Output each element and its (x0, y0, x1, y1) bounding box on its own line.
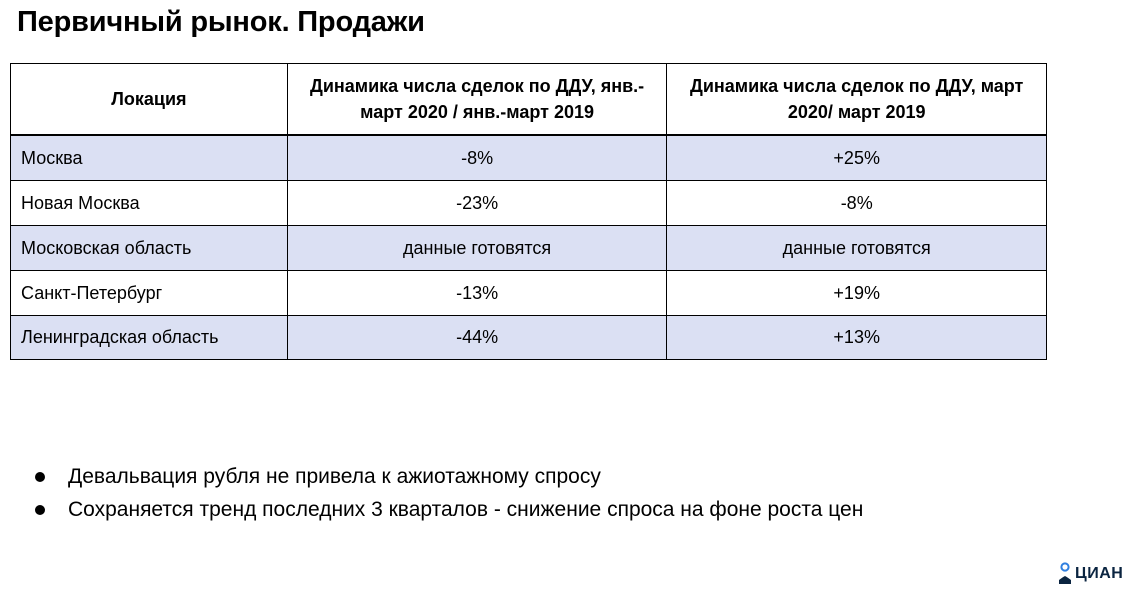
cell-location: Санкт-Петербург (10, 270, 288, 316)
bullet-text: Сохраняется тренд последних 3 кварталов … (68, 498, 864, 521)
cell-location: Ленинградская область (10, 315, 288, 360)
bullet-text: Девальвация рубля не привела к ажиотажно… (68, 465, 601, 488)
bullet-dot-icon (35, 472, 45, 482)
table-row: Москва -8% +25% (10, 134, 1047, 181)
table-row: Новая Москва -23% -8% (10, 180, 1047, 226)
cell-location: Новая Москва (10, 180, 288, 226)
table-row: Московская область данные готовятся данн… (10, 225, 1047, 271)
table-row: Ленинградская область -44% +13% (10, 315, 1047, 360)
cell-march-dynamics: -8% (666, 180, 1047, 226)
bullet-item: Девальвация рубля не привела к ажиотажно… (35, 460, 863, 493)
cell-q1-dynamics: -23% (286, 180, 668, 226)
column-header-location: Локация (10, 63, 288, 136)
table-row: Санкт-Петербург -13% +19% (10, 270, 1047, 316)
cell-q1-dynamics: -13% (286, 270, 668, 316)
cell-march-dynamics: +13% (666, 315, 1047, 360)
page-title: Первичный рынок. Продажи (17, 6, 425, 38)
cell-location: Московская область (10, 225, 288, 271)
cian-logo-icon (1059, 562, 1071, 584)
column-header-march-dynamics: Динамика числа сделок по ДДУ, март 2020/… (666, 63, 1047, 136)
cell-q1-dynamics: -8% (286, 134, 668, 181)
logo-text: ЦИАН (1075, 565, 1124, 582)
data-table: Локация Динамика числа сделок по ДДУ, ян… (10, 63, 1047, 360)
table-header-row: Локация Динамика числа сделок по ДДУ, ян… (10, 63, 1047, 136)
bullet-list: Девальвация рубля не привела к ажиотажно… (35, 460, 863, 526)
bullet-dot-icon (35, 505, 45, 515)
cell-march-dynamics: данные готовятся (666, 225, 1047, 271)
cian-logo: ЦИАН (1057, 561, 1123, 587)
cell-march-dynamics: +25% (666, 134, 1047, 181)
cell-location: Москва (10, 134, 288, 181)
column-header-q1-dynamics: Динамика числа сделок по ДДУ, янв.-март … (286, 63, 668, 136)
bullet-item: Сохраняется тренд последних 3 кварталов … (35, 493, 863, 526)
cell-q1-dynamics: данные готовятся (286, 225, 668, 271)
cell-q1-dynamics: -44% (286, 315, 668, 360)
cell-march-dynamics: +19% (666, 270, 1047, 316)
